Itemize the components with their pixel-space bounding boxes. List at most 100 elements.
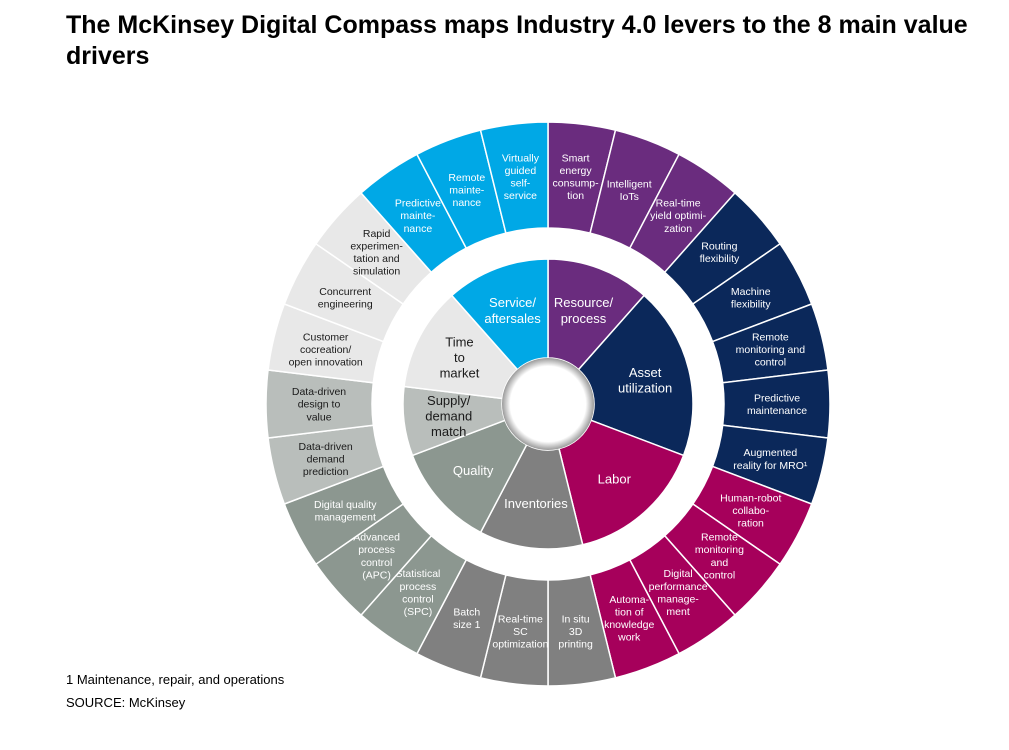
lever-label-line: Augmented: [743, 447, 797, 459]
value-driver-label-line: Asset: [629, 365, 662, 380]
lever-label: Statistical process control (SPC): [395, 568, 440, 618]
lever-label-line: Concurrent: [319, 286, 371, 298]
lever-label-line: tation and: [354, 253, 400, 265]
lever-label-line: knowledge: [604, 619, 654, 631]
lever-label-line: flexibility: [731, 299, 771, 311]
lever-label-line: manage-: [657, 593, 699, 605]
value-driver-label: Service/aftersales: [484, 295, 541, 326]
lever-label-line: work: [617, 632, 641, 644]
value-driver-label-line: Labor: [598, 471, 632, 486]
lever-label-line: control: [402, 593, 434, 605]
lever-label-line: IoTs: [620, 191, 639, 203]
lever-label: Routing flexibility: [700, 241, 740, 266]
lever-label-line: SC: [513, 626, 528, 638]
lever-label-line: value: [306, 411, 331, 423]
lever-label-line: collabo-: [732, 505, 769, 517]
lever-label-line: Batch: [453, 606, 480, 618]
lever-label: Rapid experimen-tation and simulation: [350, 228, 403, 278]
lever-label-line: Virtually: [502, 152, 540, 164]
lever-label-line: Statistical: [395, 568, 440, 580]
lever-label-line: nance: [452, 197, 481, 209]
value-driver-label-line: Inventories: [504, 496, 568, 511]
lever-label-line: (APC): [362, 569, 391, 581]
value-driver-label: Quality: [453, 463, 494, 478]
lever-label-line: Predictive: [754, 392, 800, 404]
lever-label-line: design to: [298, 399, 341, 411]
lever-label-line: service: [504, 190, 537, 202]
lever-label: Remote monitoring and control: [736, 331, 806, 368]
lever-label: Virtually guided self-service: [502, 152, 540, 202]
lever-label: Human-robot collabo-ration: [720, 492, 781, 529]
lever-label-line: control: [361, 557, 393, 569]
value-driver-label: Asset utilization: [618, 365, 672, 396]
lever-label-line: self-: [510, 178, 530, 190]
lever-label-line: process: [400, 581, 437, 593]
lever-label: Automa-tion of knowledge work: [604, 594, 654, 644]
lever-label: Data-driven design to value: [292, 386, 346, 423]
lever-label-line: monitoring: [695, 544, 744, 556]
lever-label-line: energy: [560, 165, 593, 177]
lever-label: Intelligent IoTs: [607, 178, 652, 203]
value-driver-label-line: Quality: [453, 463, 494, 478]
page-title: The McKinsey Digital Compass maps Indust…: [66, 11, 968, 70]
lever-label: Customer cocreation/open innovation: [289, 331, 363, 368]
lever-label-line: yield optimi-: [650, 210, 707, 222]
lever-label: Smart energy consump-tion: [553, 152, 600, 202]
lever-label-line: mainte-: [400, 210, 436, 222]
lever-label: In situ 3D printing: [558, 613, 593, 650]
value-driver-label: Supply/demand match: [425, 393, 472, 439]
lever-label-line: guided: [505, 165, 537, 177]
lever-label-line: simulation: [353, 266, 400, 278]
value-driver-label-line: process: [561, 311, 607, 326]
lever-label: Remote monitoring and control: [695, 532, 744, 582]
lever-label-line: prediction: [303, 466, 349, 478]
value-driver-label-line: Supply/: [427, 393, 471, 408]
lever-segment: [479, 121, 549, 235]
lever-label: Digital performance manage-ment: [649, 568, 708, 618]
lever-label-line: Data-driven: [292, 386, 346, 398]
lever-label: Predictive maintenance: [747, 392, 807, 417]
value-driver-label: Time to market: [440, 334, 480, 380]
lever-label: Machine flexibility: [731, 286, 771, 311]
lever-label-line: demand: [307, 453, 345, 465]
lever-label-line: Real-time: [498, 613, 543, 625]
lever-label-line: ment: [666, 606, 689, 618]
value-driver-label-line: to: [454, 350, 465, 365]
lever-label-line: Routing: [701, 241, 737, 253]
lever-label: Predictive mainte-nance: [395, 198, 441, 235]
lever-label-line: size 1: [453, 619, 481, 631]
lever-label-line: Smart: [562, 152, 590, 164]
lever-label-line: Predictive: [395, 198, 441, 210]
lever-label-line: 3D: [569, 626, 583, 638]
lever-label-line: zation: [664, 223, 692, 235]
value-driver-label-line: Resource/: [554, 295, 614, 310]
value-driver-label-line: match: [431, 424, 466, 439]
lever-label-line: control: [704, 569, 736, 581]
lever-label-line: Customer: [303, 331, 349, 343]
lever-label: Augmented reality for MRO¹: [733, 447, 808, 472]
value-driver-label: Inventories: [504, 496, 568, 511]
lever-label: Real-time yield optimi-zation: [650, 198, 707, 235]
value-driver-label-line: demand: [425, 409, 472, 424]
center-hub: [502, 358, 594, 450]
lever-label-line: Remote: [701, 532, 738, 544]
lever-label-line: maintenance: [747, 405, 807, 417]
lever-label-line: Remote: [448, 172, 485, 184]
lever-label-line: nance: [404, 223, 433, 235]
lever-label-line: control: [755, 356, 787, 368]
value-driver-label-line: market: [440, 366, 480, 381]
lever-label-line: cocreation/: [300, 344, 351, 356]
lever-label-line: Rapid: [363, 228, 391, 240]
lever-label-line: Digital: [663, 568, 692, 580]
lever-label-line: Digital quality: [314, 499, 377, 511]
lever-label: Digital quality management: [314, 499, 377, 524]
lever-label-line: (SPC): [404, 606, 433, 618]
footnote: 1 Maintenance, repair, and operations: [66, 672, 285, 687]
lever-label-line: Real-time: [656, 198, 701, 210]
lever-label-line: ration: [738, 518, 764, 530]
value-driver-label-line: utilization: [618, 380, 672, 395]
lever-label-line: tion: [567, 190, 584, 202]
lever-label-line: optimization: [492, 639, 548, 651]
